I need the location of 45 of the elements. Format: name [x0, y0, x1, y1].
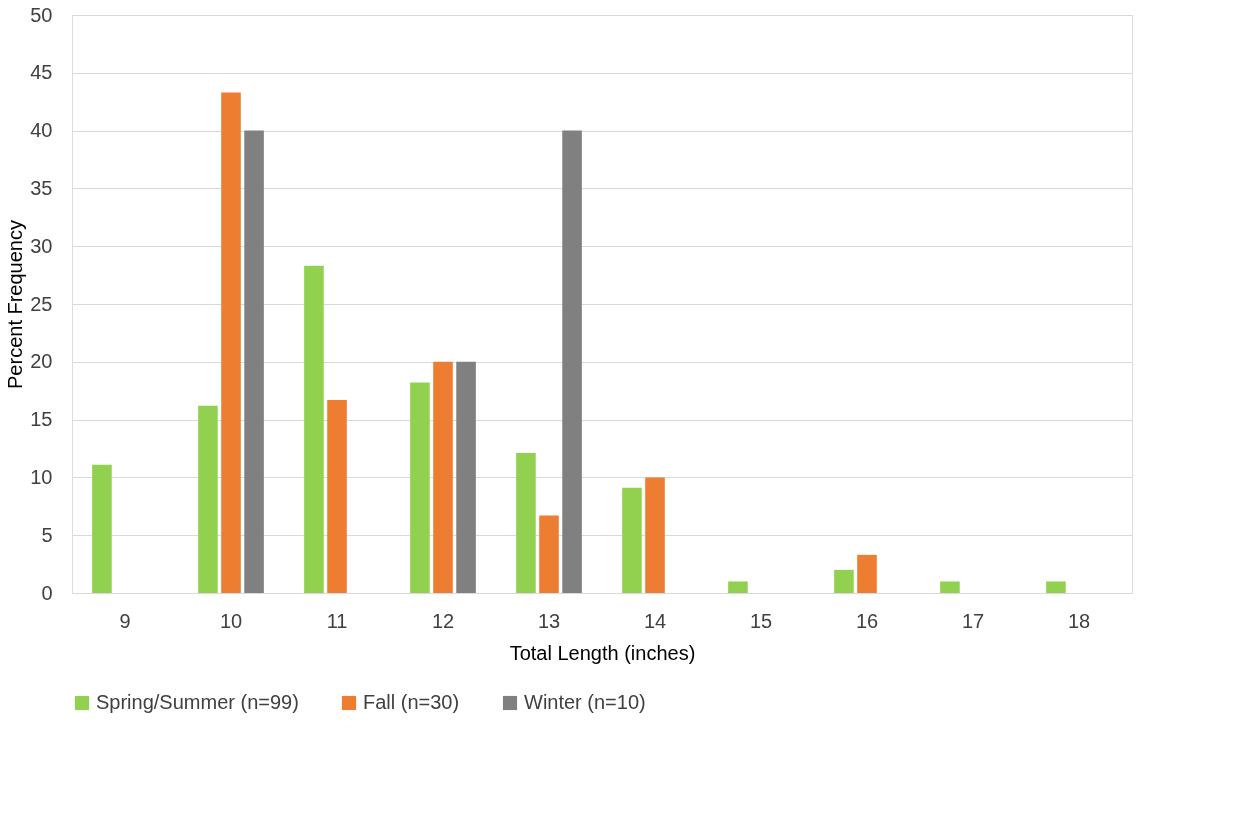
bar: [728, 581, 748, 593]
bar: [645, 477, 665, 593]
bar: [1046, 581, 1066, 593]
bar: [834, 569, 854, 593]
y-tick-label: 10: [30, 465, 53, 488]
legend-label: Winter (n=10): [524, 691, 646, 713]
bar: [539, 515, 559, 593]
y-tick-label: 15: [30, 408, 53, 431]
bar: [857, 554, 877, 593]
bar: [410, 382, 430, 593]
y-tick-label: 25: [30, 292, 53, 315]
y-tick-label: 50: [30, 3, 53, 26]
x-tick-label: 15: [749, 609, 773, 632]
y-tick-label: 5: [41, 523, 53, 546]
x-tick-label: 14: [643, 609, 667, 632]
x-tick-label: 17: [961, 609, 985, 632]
y-tick-label: 0: [41, 581, 53, 604]
x-tick-label: 13: [537, 609, 561, 632]
y-tick-label: 20: [30, 350, 53, 373]
bar: [221, 92, 241, 593]
bar: [940, 581, 960, 593]
y-tick-label: 45: [30, 61, 53, 84]
bar: [562, 130, 582, 593]
bar: [244, 130, 264, 593]
y-tick-label: 40: [30, 119, 53, 142]
x-tick-label: 9: [119, 609, 131, 632]
legend-label: Spring/Summer (n=99): [96, 691, 299, 713]
bar: [327, 399, 347, 593]
x-tick-label: 18: [1067, 609, 1091, 632]
bar: [516, 453, 536, 593]
x-axis-title: Total Length (inches): [509, 641, 696, 664]
bar: [304, 265, 324, 593]
x-tick-label: 11: [326, 609, 348, 632]
y-axis-title: Percent Frequency: [4, 220, 27, 389]
bar: [433, 361, 453, 593]
bar: [622, 487, 642, 593]
bar: [456, 361, 476, 593]
x-tick-label: 16: [855, 609, 879, 632]
y-tick-label: 35: [30, 176, 53, 199]
bar: [198, 405, 218, 593]
bar: [92, 464, 112, 593]
y-tick-label: 30: [30, 234, 53, 257]
legend-label: Fall (n=30): [363, 691, 460, 713]
x-tick-label: 12: [431, 609, 455, 632]
x-tick-label: 10: [219, 609, 243, 632]
